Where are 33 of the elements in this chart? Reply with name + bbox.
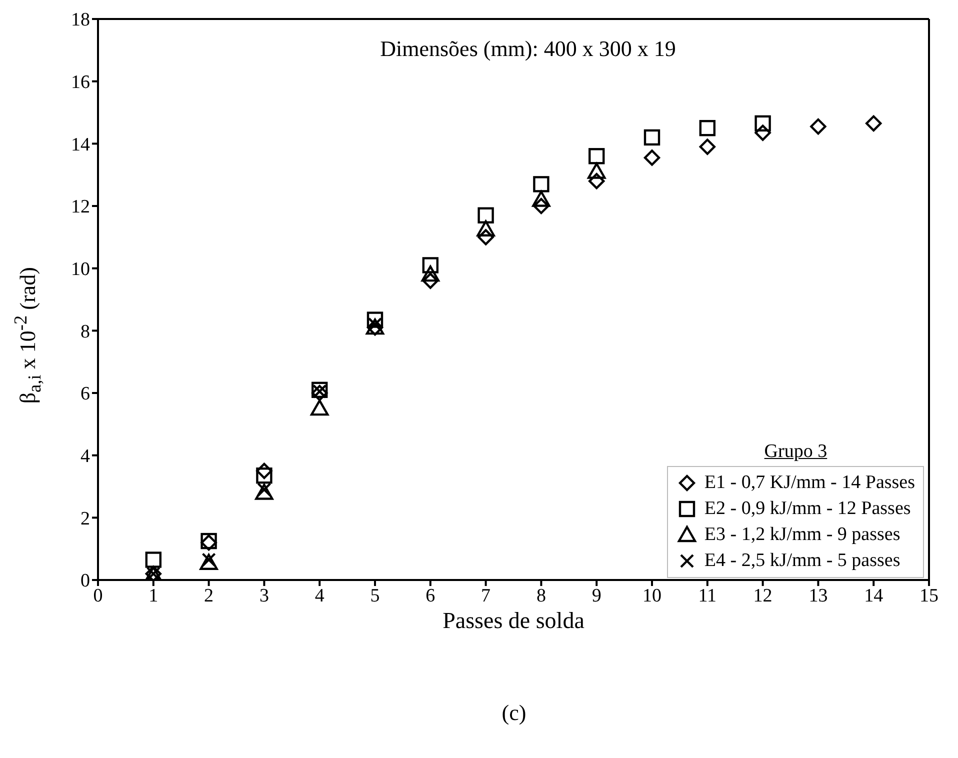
x-tick-label: 8 bbox=[536, 585, 546, 606]
y-tick-label: 14 bbox=[71, 134, 90, 156]
y-tick-label: 16 bbox=[71, 72, 90, 94]
x-tick-label: 12 bbox=[753, 585, 772, 606]
y-tick-label: 4 bbox=[80, 446, 90, 468]
x-tick-label: 2 bbox=[204, 585, 214, 606]
x-tick-label: 7 bbox=[481, 585, 491, 606]
x-tick-label: 13 bbox=[808, 585, 828, 606]
legend-label: E1 - 0,7 KJ/mm - 14 Passes bbox=[703, 471, 915, 495]
y-tick-label: 8 bbox=[80, 321, 90, 342]
text: (c) bbox=[500, 700, 528, 726]
x-tick-label: 11 bbox=[698, 585, 717, 606]
x-tick-label: 6 bbox=[426, 585, 436, 606]
y-tick-label: 2 bbox=[80, 508, 90, 530]
x-tick-label: 3 bbox=[259, 585, 269, 606]
x-tick-label: 15 bbox=[920, 585, 938, 606]
x-axis-title: Passes de solda bbox=[442, 608, 584, 633]
y-tick-label: 6 bbox=[80, 384, 90, 405]
x-tick-label: 4 bbox=[314, 585, 325, 606]
y-tick-label: 18 bbox=[71, 10, 90, 31]
y-tick-label: 0 bbox=[80, 570, 90, 592]
x-tick-label: 9 bbox=[592, 585, 602, 606]
legend-title: Grupo 3 bbox=[763, 441, 828, 463]
legend-label: E2 - 0,9 kJ/mm - 12 Passes bbox=[703, 497, 912, 521]
legend-label: E4 - 2,5 kJ/mm - 5 passes bbox=[703, 549, 902, 573]
y-tick-label: 12 bbox=[71, 196, 90, 218]
y-tick-label: 10 bbox=[71, 259, 90, 280]
x-tick-label: 1 bbox=[148, 585, 158, 606]
legend-label: E3 - 1,2 kJ/mm - 9 passes bbox=[703, 523, 902, 547]
x-tick-label: 10 bbox=[642, 585, 662, 606]
text: Dimensões (mm): 400 x 300 x 19 bbox=[379, 36, 677, 62]
x-tick-label: 14 bbox=[864, 585, 884, 606]
x-tick-label: 5 bbox=[370, 585, 380, 606]
